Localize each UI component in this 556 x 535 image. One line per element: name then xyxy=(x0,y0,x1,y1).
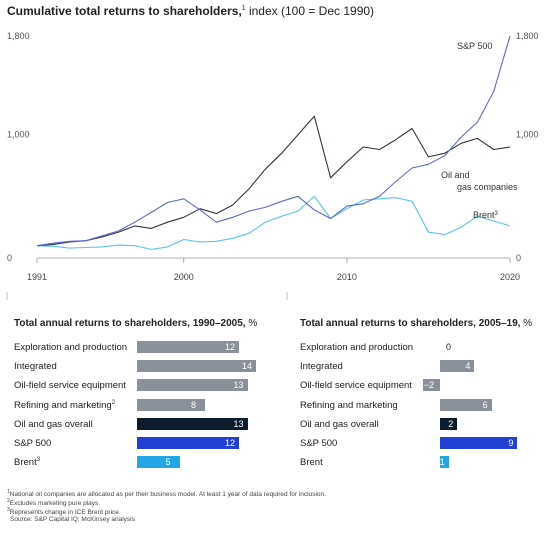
x-tick-label: 1991 xyxy=(27,272,47,282)
series-label-oilgas-line2: gas companies xyxy=(457,182,518,192)
bar-value-label: 13 xyxy=(233,380,244,391)
series-label-oilgas-line1: Oil and xyxy=(441,170,470,180)
bar-value-label: 12 xyxy=(225,438,236,448)
chart-title: Cumulative total returns to shareholders… xyxy=(7,4,374,18)
y-tick-label-left: 1,800 xyxy=(7,31,30,41)
bar-panel-right-title: Total annual returns to shareholders, 20… xyxy=(300,318,532,329)
bar-category-label: Oil and gas overall xyxy=(14,418,93,430)
series-label-brent: Brent3 xyxy=(473,210,499,220)
bar-value-label: 0 xyxy=(446,342,452,352)
bar xyxy=(422,379,440,392)
series-line-1 xyxy=(36,115,511,247)
bar-category-label: S&P 500 xyxy=(300,438,338,449)
x-tick-label: 2020 xyxy=(500,272,520,282)
bar-category-label: Integrated xyxy=(14,361,57,373)
bar-value-label: 6 xyxy=(482,399,488,410)
y-tick-label-left: 0 xyxy=(7,253,12,263)
bar-value-label: 8 xyxy=(191,399,197,410)
bar-category-label: Brent3 xyxy=(14,457,41,469)
y-tick-label-right: 1,800 xyxy=(516,31,539,41)
bar-category-label: Brent xyxy=(300,457,323,469)
chart-title-sup: 1 xyxy=(241,5,246,12)
bar xyxy=(440,456,449,469)
footnote: 1National oil companies are allocated as… xyxy=(7,489,326,499)
x-tick-label: 2000 xyxy=(174,272,194,282)
bar-panel-right-title-text: Total annual returns to shareholders, 20… xyxy=(300,318,521,329)
bar xyxy=(440,398,492,411)
bar-value-label: 2 xyxy=(448,418,454,429)
bar-panel-right-unit: % xyxy=(520,318,533,329)
footnote: Source: S&P Capital IQ; McKinsey analysi… xyxy=(10,516,135,523)
bar-value-label: 9 xyxy=(508,438,514,448)
bar xyxy=(440,437,518,449)
bar xyxy=(137,360,256,373)
series-label-sp500: S&P 500 xyxy=(457,41,492,51)
footnote: 2Excludes marketing pure plays. xyxy=(7,498,101,508)
bar-category-label: Exploration and production xyxy=(14,342,128,353)
bar xyxy=(137,341,239,353)
bar xyxy=(137,417,248,430)
bar-value-label: 1 xyxy=(439,457,445,468)
bar xyxy=(440,417,458,430)
chart-title-bold: Cumulative total returns to shareholders… xyxy=(7,4,242,18)
bar-category-label: Exploration and production xyxy=(300,342,414,353)
x-tick-label: 2010 xyxy=(337,272,357,282)
y-tick-label-right: 0 xyxy=(516,253,521,263)
bar-value-label: 4 xyxy=(465,361,471,372)
bar-panel-left-title: Total annual returns to shareholders, 19… xyxy=(14,318,257,329)
bar-panel-left-title-text: Total annual returns to shareholders, 19… xyxy=(14,318,246,329)
bar-value-label: 13 xyxy=(233,418,244,429)
bar-value-label: 5 xyxy=(165,457,171,468)
bar-value-label: −2 xyxy=(423,380,435,391)
footnote: 3Represents change in ICE Brent price. xyxy=(7,507,121,517)
series-line-2 xyxy=(36,195,511,250)
bar-category-label: S&P 500 xyxy=(14,438,52,449)
y-tick-label-left: 1,000 xyxy=(7,130,30,140)
bar xyxy=(137,437,239,449)
bar-category-label: Oil-field service equipment xyxy=(14,380,126,392)
bar-category-label: Oil and gas overall xyxy=(300,418,379,430)
bar-category-label: Refining and marketing2 xyxy=(14,399,116,411)
bar xyxy=(440,360,475,373)
bar-category-label: Oil-field service equipment xyxy=(300,380,412,392)
bar xyxy=(137,398,205,411)
bar-category-label: Refining and marketing xyxy=(300,399,398,411)
bar-value-label: 14 xyxy=(242,361,253,372)
bar xyxy=(137,456,180,469)
chart-title-rest: index (100 = Dec 1990) xyxy=(245,4,375,18)
y-tick-label-right: 1,000 xyxy=(516,130,539,140)
series-line-0 xyxy=(36,35,511,247)
bar-category-label: Integrated xyxy=(300,361,343,373)
line-chart: 1991 2000 2010 2020 0 1,000 1,800 0 1,000 1,800 S&… xyxy=(6,31,539,300)
bar xyxy=(137,379,248,392)
bar-panel-left-unit: % xyxy=(245,318,258,329)
bar-value-label: 12 xyxy=(225,342,236,352)
